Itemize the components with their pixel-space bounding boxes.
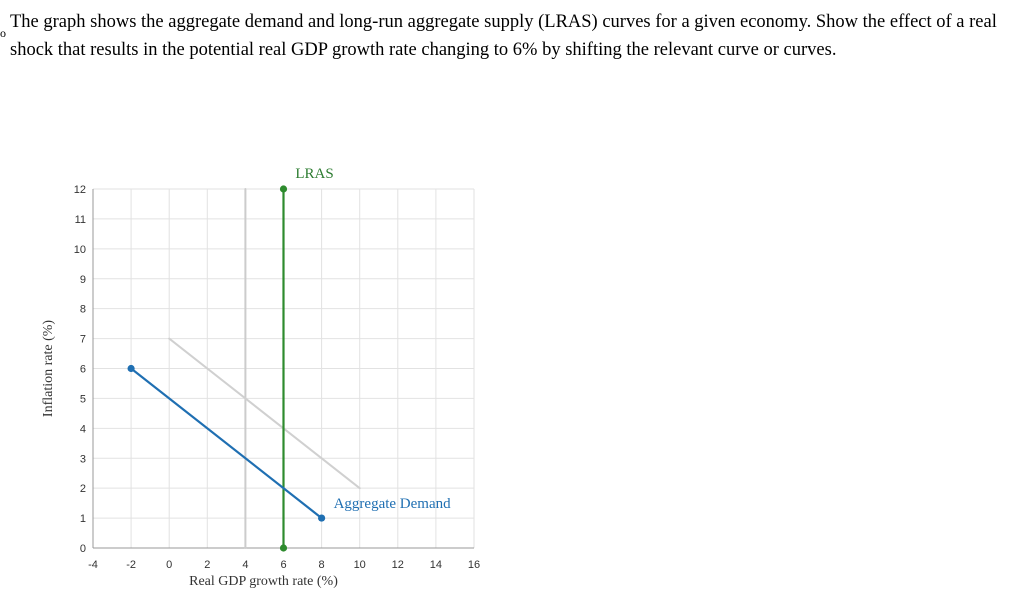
series-line-aggregate-demand[interactable] <box>130 367 323 520</box>
series-line-ref-1 <box>168 337 361 490</box>
x-tick-label-3: 2 <box>204 559 210 571</box>
series-labels: LRAS Aggregate Demand <box>295 166 451 512</box>
y-tick-label-10: 10 <box>74 244 86 256</box>
y-tick-label-6: 6 <box>80 364 86 376</box>
y-tick-label-7: 7 <box>80 334 86 346</box>
y-tick-label-12: 12 <box>74 184 86 196</box>
y-tick-label-9: 9 <box>80 274 86 286</box>
question-text: The graph shows the aggregate demand and… <box>10 12 997 60</box>
x-tick-label-6: 8 <box>319 559 325 571</box>
x-tick-label-0: -4 <box>88 559 98 571</box>
y-tick-label-11: 11 <box>75 214 86 226</box>
series-point-lras-1[interactable] <box>279 185 288 193</box>
aggregate-demand-label: Aggregate Demand <box>334 496 452 512</box>
series-point-aggregate-demand-0[interactable] <box>127 364 135 373</box>
lras-label: LRAS <box>295 166 333 182</box>
margin-mark: o <box>0 26 6 40</box>
x-tick-label-2: 0 <box>166 559 172 571</box>
x-axis-title: Real GDP growth rate (%) <box>189 574 338 589</box>
chart-series[interactable] <box>127 185 361 552</box>
y-tick-label-3: 3 <box>80 453 86 465</box>
series-point-lras-0[interactable] <box>279 544 288 552</box>
x-tick-label-5: 6 <box>280 559 286 571</box>
series-point-aggregate-demand-1[interactable] <box>318 514 326 522</box>
x-tick-label-4: 4 <box>242 559 248 571</box>
x-tick-label-9: 14 <box>430 559 442 571</box>
x-tick-label-7: 10 <box>354 559 366 571</box>
x-tick-label-10: 16 <box>468 559 480 571</box>
y-tick-label-0: 0 <box>80 543 86 555</box>
x-tick-label-1: -2 <box>126 559 136 571</box>
y-tick-label-1: 1 <box>80 513 86 525</box>
y-tick-label-5: 5 <box>80 393 86 405</box>
y-axis-title: Inflation rate (%) <box>41 320 56 418</box>
y-tick-label-4: 4 <box>80 423 86 435</box>
y-tick-label-2: 2 <box>80 483 86 495</box>
y-tick-label-8: 8 <box>80 304 86 316</box>
x-tick-label-8: 12 <box>392 559 404 571</box>
